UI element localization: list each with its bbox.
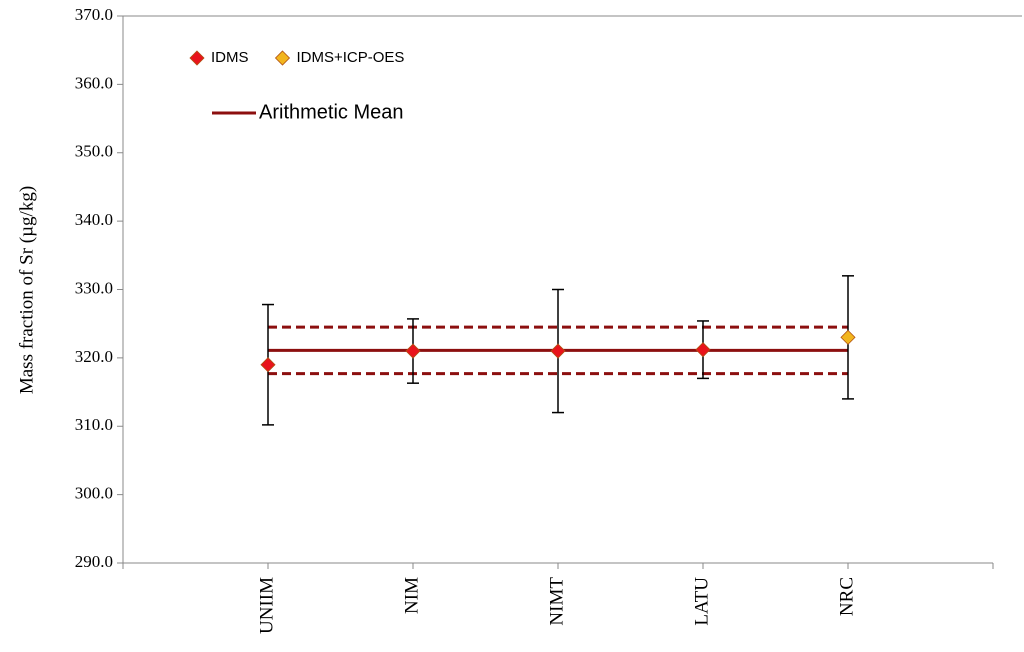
y-tick-label: 370.0 — [75, 5, 113, 24]
legend-marker — [274, 50, 291, 66]
legend-label: IDMS — [211, 49, 249, 66]
y-tick-label: 290.0 — [75, 552, 113, 571]
y-axis-label: Mass fraction of Sr (µg/kg) — [16, 186, 37, 394]
data-point — [405, 343, 421, 359]
y-tick-label: 360.0 — [75, 73, 113, 92]
y-tick-label: 310.0 — [75, 415, 113, 434]
legend-marker — [189, 50, 205, 66]
y-tick-label: 340.0 — [75, 210, 113, 229]
data-point — [260, 357, 276, 373]
x-tick-label: NIM — [401, 577, 422, 614]
y-tick-label: 350.0 — [75, 142, 113, 161]
data-point — [550, 343, 566, 359]
y-tick-label: 300.0 — [75, 484, 113, 503]
x-tick-label: NIMT — [546, 577, 567, 626]
y-tick-label: 320.0 — [75, 347, 113, 366]
legend-label: IDMS+ICP-OES — [297, 49, 405, 66]
y-tick-label: 330.0 — [75, 278, 113, 297]
legend-label: Arithmetic Mean — [259, 101, 404, 123]
x-tick-label: UNIIM — [256, 577, 277, 634]
x-tick-label: NRC — [836, 577, 857, 616]
x-tick-label: LATU — [691, 577, 712, 626]
data-point — [840, 329, 856, 345]
data-point — [695, 342, 711, 358]
